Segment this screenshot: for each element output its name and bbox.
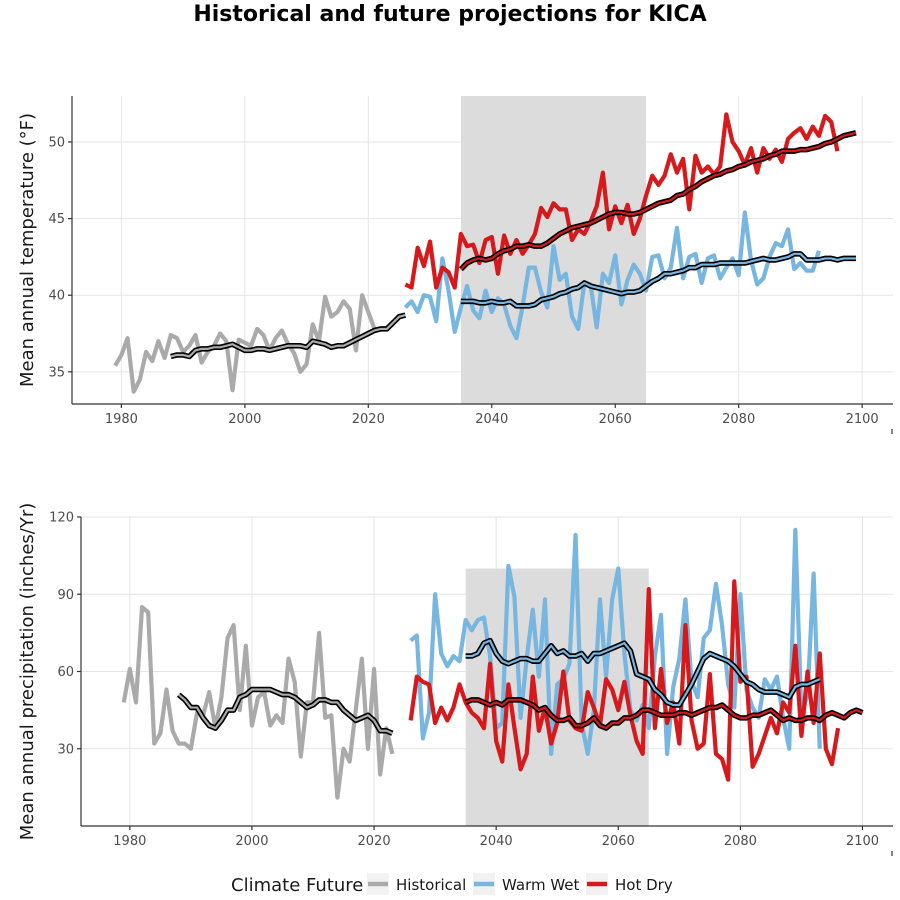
precipitation-series-historical [121, 605, 395, 800]
temperature-xtick-label-2080: 2080 [722, 412, 755, 427]
precipitation-xtick-label-2080: 2080 [724, 834, 757, 849]
precipitation-xtick-label-2040: 2040 [480, 834, 513, 849]
legend-item-warm-wet: Warm Wet [473, 873, 580, 895]
temperature-xtick-label-2020: 2020 [352, 412, 385, 427]
precipitation-ytick-label-60: 60 [57, 665, 74, 680]
temperature-y-axis-title: Mean annual temperature (°F) [17, 113, 38, 387]
temperature-hot-dry-smoothed-core [460, 131, 857, 270]
precipitation-xtick-label-2100: 2100 [846, 834, 879, 849]
temperature-historical-smoothed-core [170, 314, 406, 358]
precipitation-ytick-label-120: 120 [49, 511, 74, 526]
precipitation-hot-dry-smoothed-core [465, 698, 863, 730]
temperature-ytick-label-50: 50 [48, 135, 65, 150]
temperature-ytick-label-35: 35 [48, 365, 65, 380]
temperature-xtick-label-1980: 1980 [105, 412, 138, 427]
temperature-panel: 1980 2000 2020 2040 2060 2080 2100 35 40 45 50 Mean… [17, 96, 893, 434]
precipitation-panel: 1980 2000 2020 2040 2060 2080 2100 30 60 90 120 Mea… [17, 503, 893, 856]
temperature-xtick-label-2000: 2000 [228, 412, 261, 427]
temperature-ytick-label-45: 45 [48, 212, 65, 227]
temperature-series-historical-smoothed [170, 312, 407, 360]
precipitation-series-warm-wet [409, 527, 822, 757]
temperature-ytick-label-40: 40 [48, 289, 65, 304]
precipitation-xtick-label-1980: 1980 [113, 834, 146, 849]
precipitation-y-axis-title: Mean annual precipitation (inches/Yr) [17, 503, 38, 841]
temperature-series-hot-dry-smoothed [458, 130, 857, 272]
precipitation-xtick-label-2000: 2000 [235, 834, 268, 849]
temperature-series-historical [113, 293, 377, 394]
legend-title: Climate Future [231, 875, 363, 896]
legend-item-historical: Historical [367, 873, 466, 895]
temperature-warm-wet-smoothed-core [460, 252, 856, 308]
legend-label-warm-wet: Warm Wet [502, 876, 580, 894]
precipitation-series-warm-wet-smoothed [465, 637, 821, 708]
legend: Climate Future Historical Warm Wet Hot Dry [231, 873, 673, 896]
legend-label-historical: Historical [396, 876, 466, 894]
precipitation-xtick-label-2060: 2060 [602, 834, 635, 849]
precipitation-ytick-label-90: 90 [57, 588, 74, 603]
legend-label-hot-dry: Hot Dry [615, 876, 673, 894]
temperature-xtick-label-2100: 2100 [846, 412, 879, 427]
temperature-series-warm-wet [403, 210, 821, 341]
precipitation-series-historical-smoothed [176, 686, 394, 736]
precipitation-xtick-label-2020: 2020 [358, 834, 391, 849]
temperature-series-warm-wet-smoothed [460, 251, 856, 309]
precipitation-ytick-label-30: 30 [57, 742, 74, 757]
precipitation-series-hot-dry-smoothed [464, 697, 864, 731]
legend-item-hot-dry: Hot Dry [586, 873, 673, 895]
precipitation-historical-smoothed-core [177, 688, 393, 735]
temperature-xtick-label-2060: 2060 [599, 412, 632, 427]
figure-title: Historical and future projections for KI… [193, 2, 706, 27]
precipitation-warm-wet-smoothed-core [465, 639, 821, 707]
temperature-xtick-label-2040: 2040 [475, 412, 508, 427]
precipitation-series-hot-dry [408, 579, 841, 782]
